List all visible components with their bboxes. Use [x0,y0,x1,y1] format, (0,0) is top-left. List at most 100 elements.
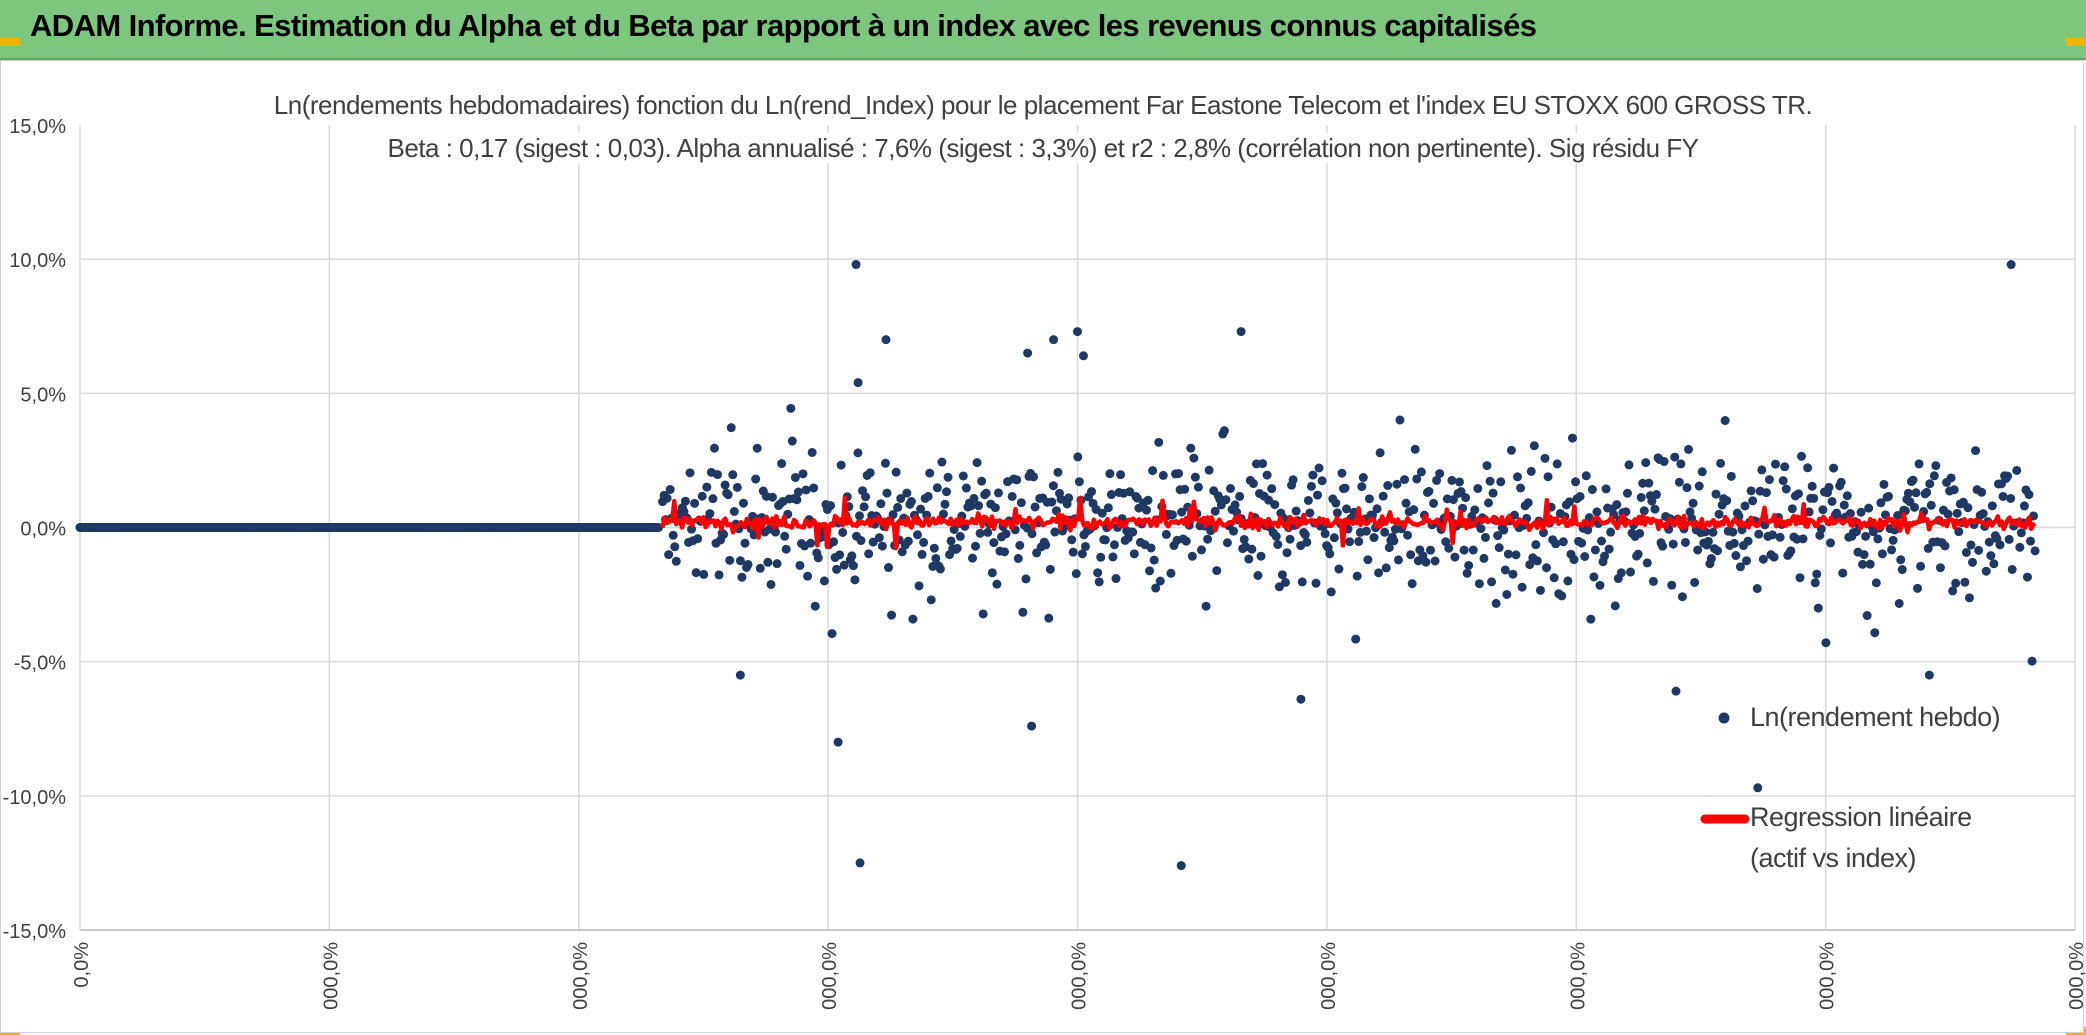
data-point [836,460,846,470]
data-point [1403,530,1413,540]
data-point [1470,505,1480,515]
data-point [887,610,897,620]
data-point [306,523,316,532]
data-point [848,561,858,571]
data-point [1674,477,1684,487]
data-point [740,538,750,548]
data-point [1682,483,1692,493]
data-point [1030,502,1040,512]
data-point [780,531,790,541]
data-point [1300,530,1310,540]
data-point [906,497,916,507]
data-point [723,490,733,500]
data-point [1713,546,1723,556]
data-point [671,556,681,566]
data-point [809,483,819,493]
data-point [1230,500,1240,510]
data-point [1012,475,1022,485]
data-point [1161,529,1171,539]
data-point [1045,564,1055,574]
data-point [1314,463,1324,473]
data-point [1797,451,1807,461]
data-point [1827,496,1837,506]
data-point [1151,583,1161,593]
data-point [1824,482,1834,492]
data-point [1960,577,1970,587]
data-point [2012,465,2022,475]
data-point [813,553,823,563]
data-point [1879,479,1889,489]
data-point [1977,487,1987,497]
data-point [1503,549,1513,559]
data-point [1740,501,1750,511]
data-point [490,523,500,532]
data-point [1167,510,1177,520]
data-point [1877,549,1887,559]
data-point [1864,503,1874,513]
data-point [530,523,540,532]
data-point [1989,559,1999,569]
data-point [1499,525,1509,535]
data-point [586,523,596,532]
data-point [1694,481,1704,491]
data-point [1154,437,1164,447]
data-point [1731,551,1741,561]
data-point [1596,536,1606,546]
data-point [1771,459,1781,469]
data-point [1248,479,1258,489]
data-point [1884,491,1894,501]
data-point [861,492,871,502]
data-point [1313,490,1323,500]
data-point [874,533,884,543]
data-point [923,491,933,501]
data-point [693,534,703,544]
data-point [2022,572,2032,582]
data-point [1926,500,1936,510]
data-point [1166,568,1176,578]
data-point [1087,487,1097,497]
data-point [1586,614,1596,624]
data-point [1409,505,1419,515]
data-point [1149,555,1159,565]
data-point [1787,504,1797,514]
data-point-outlier [853,378,863,388]
data-point [771,527,781,537]
data-point [251,523,261,532]
data-point [1001,529,1011,539]
data-point [1291,506,1301,516]
data-point [1015,540,1025,550]
data-point [562,523,572,532]
data-point [1577,538,1587,548]
data-point [1813,603,1823,613]
data-point [946,536,956,546]
data-point [618,523,628,532]
data-point [219,523,229,532]
data-point [394,523,404,532]
data-point [1447,475,1457,485]
data-point [1189,453,1199,463]
data-point [546,523,556,532]
y-tick-label: -15,0% [3,921,67,943]
data-point [1225,483,1235,493]
data-point [697,491,707,501]
corner-marker-top-left [0,38,20,46]
data-point [1954,527,1964,537]
data-point [1523,498,1533,508]
data-point [1129,549,1139,559]
data-point [1253,570,1263,580]
data-point [1369,533,1379,543]
data-point [1812,569,1822,579]
data-point [2016,528,2026,538]
data-point [1331,498,1341,508]
data-point [1626,567,1636,577]
data-point [1027,529,1037,539]
data-point [1378,491,1388,501]
data-point [1484,498,1494,508]
data-point [1067,535,1077,545]
x-tick-label: 000,0% [1567,942,1589,1010]
data-point [942,487,952,497]
data-point [974,501,984,511]
data-point [1358,473,1368,483]
data-point [1714,509,1724,519]
